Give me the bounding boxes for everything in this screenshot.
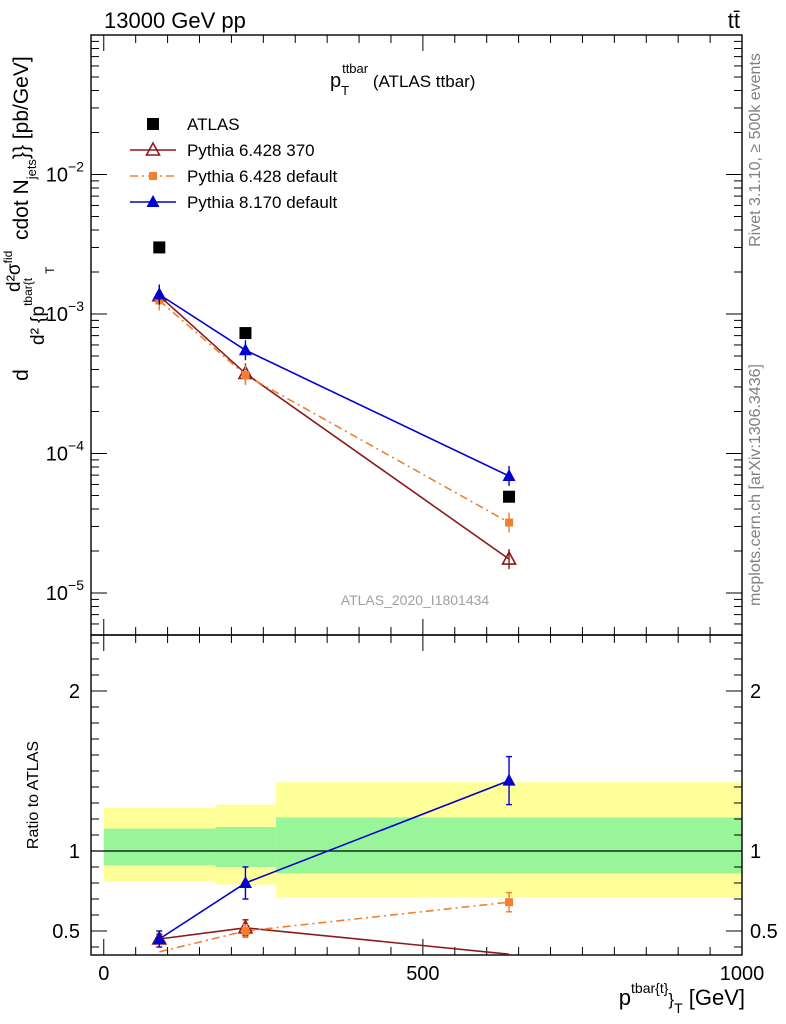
ratio-y-tick-label-right: 1 bbox=[750, 841, 761, 863]
ratio-data-point-2 bbox=[502, 773, 516, 786]
main-series-markers bbox=[151, 241, 517, 570]
plot-title: pTttbar (ATLAS ttbar) bbox=[330, 61, 475, 98]
analysis-id: ATLAS_2020_I1801434 bbox=[341, 592, 490, 608]
main-data-point-0 bbox=[239, 327, 252, 340]
main-y-tick-label: 10−2 bbox=[46, 159, 84, 187]
legend-marker bbox=[147, 118, 159, 130]
main-ticks bbox=[91, 34, 743, 635]
legend-label: ATLAS bbox=[187, 115, 240, 134]
tick-exponent: −5 bbox=[68, 577, 84, 593]
ylabel-den: d² {p bbox=[28, 306, 49, 345]
main-series-lines bbox=[158, 293, 510, 560]
stat-uncertainty-band bbox=[276, 817, 742, 874]
ylabel-T: T bbox=[43, 266, 57, 274]
tick-base: 10 bbox=[46, 165, 68, 187]
x-tick-label: 0 bbox=[98, 963, 109, 985]
legend-label: Pythia 8.170 default bbox=[187, 193, 338, 212]
x-axis-label: ptbar{t}}T [GeV] bbox=[619, 980, 745, 1016]
ylabel-unit: }} [pb/GeV] bbox=[10, 56, 33, 159]
tick-exponent: −2 bbox=[68, 159, 84, 175]
xlabel-main: p bbox=[619, 985, 631, 1010]
ratio-y-tick-label: 2 bbox=[69, 681, 80, 703]
main-series-line-1 bbox=[158, 295, 510, 560]
plot-title-rest: (ATLAS ttbar) bbox=[368, 72, 475, 91]
tick-base: 10 bbox=[46, 444, 68, 466]
main-data-point-2 bbox=[505, 518, 514, 527]
ratio-ticks bbox=[91, 635, 743, 955]
svg-text:d² {ptbar{tT: d² {ptbar{t T bbox=[21, 266, 57, 345]
main-y-tick-label: 10−3 bbox=[46, 298, 84, 326]
ratio-panel: 2 2 1 1 0.5 0.5 0 500 1000 Ratio to ATLAS ptbar{… bbox=[25, 634, 778, 1016]
tick-exponent: −4 bbox=[68, 438, 84, 454]
plot-title-sub: T bbox=[341, 83, 349, 98]
tick-base: 10 bbox=[46, 583, 68, 605]
x-tick-label: 1000 bbox=[720, 963, 765, 985]
ratio-y-tick-label: 1 bbox=[69, 841, 80, 863]
main-data-point-0 bbox=[503, 490, 516, 503]
main-data-point-0 bbox=[153, 241, 166, 254]
legend-marker bbox=[149, 172, 157, 180]
svg-text:d: d bbox=[10, 369, 33, 381]
ratio-data-point-2 bbox=[238, 876, 252, 888]
legend-label: Pythia 6.428 default bbox=[187, 167, 338, 186]
ylabel-fid: fid bbox=[1, 251, 15, 264]
main-y-tick-label: 10−5 bbox=[46, 577, 84, 605]
ylabel-cdot: cdot N bbox=[10, 179, 33, 240]
svg-text:d²σfid: d²σfid bbox=[1, 251, 25, 292]
ylabel-d1: d bbox=[10, 369, 33, 381]
main-data-point-3 bbox=[502, 468, 516, 481]
legend: ATLAS Pythia 6.428 370 Pythia 6.428 defaul… bbox=[130, 115, 338, 212]
ylabel-num: d²σ bbox=[4, 263, 25, 292]
ratio-series-line-0 bbox=[159, 926, 510, 955]
xlabel-sup: tbar{t} bbox=[631, 980, 669, 996]
ratio-series-line-1 bbox=[159, 901, 510, 953]
ratio-y-tick-label-right: 2 bbox=[750, 681, 761, 703]
rivet-note: Rivet 3.1.10, ≥ 500k events bbox=[747, 53, 764, 247]
ylabel-tbar: tbar{t bbox=[21, 277, 35, 306]
main-data-point-3 bbox=[238, 343, 252, 356]
svg-text:cdot Njets}} [pb/GeV]: cdot Njets}} [pb/GeV] bbox=[10, 56, 39, 240]
ratio-tick-labels: 2 2 1 1 0.5 0.5 0 500 1000 bbox=[52, 681, 778, 985]
ratio-y-label: Ratio to ATLAS bbox=[25, 741, 42, 849]
plot-title-main: p bbox=[330, 70, 341, 92]
main-y-axis-label: d d²σfid d² {ptbar{t T cdot Njets}} [pb/G… bbox=[1, 56, 57, 381]
plot-title-sup: ttbar bbox=[342, 61, 369, 76]
ratio-y-tick-label: 0.5 bbox=[52, 921, 80, 943]
main-series-line-3 bbox=[158, 293, 510, 477]
tick-exponent: −3 bbox=[68, 298, 84, 314]
xlabel-sub: } bbox=[668, 990, 674, 1009]
main-data-point-2 bbox=[241, 371, 250, 380]
legend-marker bbox=[145, 141, 161, 156]
main-data-point-1 bbox=[501, 550, 517, 565]
ylabel-jets: jets bbox=[24, 159, 39, 181]
ratio-frame bbox=[90, 634, 743, 956]
main-data-point-3 bbox=[152, 287, 166, 300]
header-process: tt̄ bbox=[728, 8, 740, 33]
main-series-line-2 bbox=[158, 299, 510, 524]
stat-uncertainty-band bbox=[103, 828, 216, 866]
legend-marker bbox=[146, 195, 160, 207]
main-y-tick-labels: 10−210−310−410−5 bbox=[46, 159, 84, 606]
ratio-data-point-2 bbox=[152, 932, 166, 944]
xlabel-sub2: T bbox=[674, 1000, 683, 1016]
legend-label: Pythia 6.428 370 bbox=[187, 141, 315, 160]
main-panel: 10−210−310−410−5 pTttbar (ATLAS ttbar) A… bbox=[1, 34, 743, 636]
ratio-y-tick-label-right: 0.5 bbox=[750, 921, 778, 943]
ratio-uncertainty-bands bbox=[91, 782, 742, 898]
x-tick-label: 500 bbox=[406, 963, 439, 985]
ratio-data-point-1 bbox=[241, 927, 250, 935]
ratio-data-point-1 bbox=[505, 898, 514, 907]
header-energy: 13000 GeV pp bbox=[104, 8, 246, 33]
stat-uncertainty-band bbox=[215, 827, 277, 867]
ratio-series-markers bbox=[151, 755, 516, 948]
mcplots-note: mcplots.cern.ch [arXiv:1306.3436] bbox=[747, 364, 764, 606]
xlabel-rest: [GeV] bbox=[683, 985, 745, 1010]
main-y-tick-label: 10−4 bbox=[46, 438, 84, 466]
tick-base: 10 bbox=[46, 304, 68, 326]
